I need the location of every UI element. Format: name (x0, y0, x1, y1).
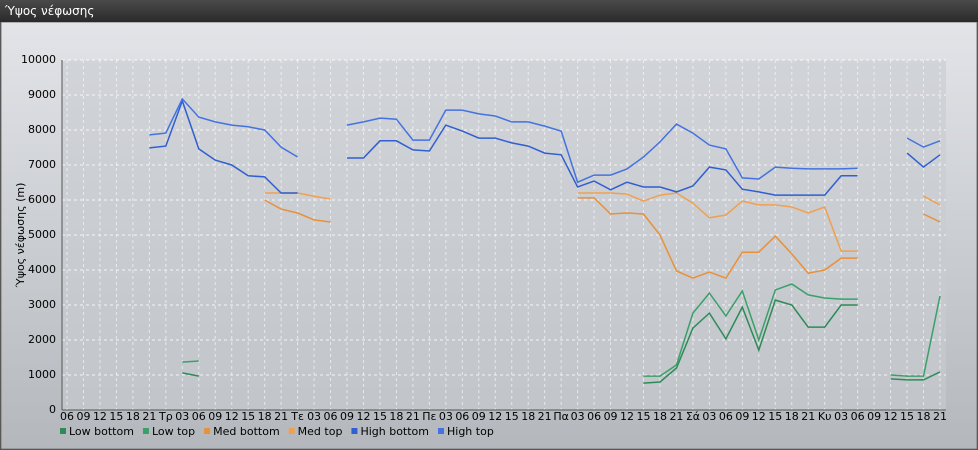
x-tick-label: 21 (406, 410, 420, 423)
x-tick-label: 18 (917, 410, 931, 423)
y-tick-label: 6000 (28, 193, 56, 206)
x-tick-label: Σά (686, 410, 700, 423)
x-tick-label: 21 (142, 410, 156, 423)
x-tick-label: 15 (505, 410, 519, 423)
x-tick-label: 06 (192, 410, 206, 423)
line (182, 299, 941, 384)
legend-label: Low bottom (69, 425, 134, 438)
x-tick-label: 06 (60, 410, 74, 423)
y-tick-label: 1000 (28, 368, 56, 381)
title-bar: Ύψος νέφωσης (0, 0, 978, 22)
legend-swatch (351, 428, 358, 434)
y-tick-label: 5000 (28, 228, 56, 241)
x-tick-label: 12 (884, 410, 898, 423)
line (149, 98, 941, 196)
legend-label: High bottom (360, 425, 429, 438)
x-tick-label: 18 (785, 410, 799, 423)
x-tick-label: 21 (933, 410, 947, 423)
x-tick-label: 12 (488, 410, 502, 423)
x-tick-label: 12 (752, 410, 766, 423)
x-tick-label: 09 (604, 410, 618, 423)
x-tick-label: 03 (834, 410, 848, 423)
y-tick-label: 2000 (28, 333, 56, 346)
legend-swatch (204, 428, 211, 434)
x-tick-label: 18 (389, 410, 403, 423)
line (149, 97, 941, 184)
x-tick-label: 15 (900, 410, 914, 423)
line (182, 283, 941, 377)
x-tick-label: 15 (373, 410, 387, 423)
x-tick-label: 06 (719, 410, 733, 423)
x-tick-label: 09 (867, 410, 881, 423)
legend-label: Med top (298, 425, 343, 438)
x-tick-label: 09 (340, 410, 354, 423)
x-tick-label: 09 (208, 410, 222, 423)
y-tick-label: 9000 (28, 88, 56, 101)
legend-label: High top (447, 425, 494, 438)
x-tick-label: 03 (571, 410, 585, 423)
x-tick-label: 06 (851, 410, 865, 423)
x-tick-label: 06 (455, 410, 469, 423)
x-tick-label: 03 (307, 410, 321, 423)
x-tick-label: 18 (653, 410, 667, 423)
chart: Ύψος νέφωσης (m) 0 1000 2000 3000 4000 5000 60… (0, 22, 978, 450)
x-tick-label: 12 (620, 410, 634, 423)
x-tick-label: 18 (258, 410, 272, 423)
y-tick-label: 3000 (28, 298, 56, 311)
x-tick-label: Πε (422, 410, 436, 423)
x-tick-label: 15 (241, 410, 255, 423)
x-tick-label: 15 (768, 410, 782, 423)
x-tick-label: 03 (702, 410, 716, 423)
x-tick-label: Κυ (818, 410, 832, 423)
x-tick-label: 21 (669, 410, 683, 423)
y-tick-label: 10000 (21, 53, 56, 66)
x-tick-label: Τρ (158, 410, 173, 423)
line (264, 197, 941, 280)
x-tick-label: 12 (356, 410, 370, 423)
x-tick-label: 12 (93, 410, 107, 423)
x-tick-label: Πα (553, 410, 569, 423)
y-tick-label: 7000 (28, 158, 56, 171)
x-tick-label: 15 (637, 410, 651, 423)
legend-swatch (438, 428, 444, 434)
x-tick-label: 18 (521, 410, 535, 423)
y-tick-label: 0 (49, 403, 56, 416)
x-tick-label: 15 (109, 410, 123, 423)
x-tick-label: 03 (175, 410, 189, 423)
y-tick-label: 8000 (28, 123, 56, 136)
legend-label: Med bottom (213, 425, 280, 438)
y-axis-label: Ύψος νέφωσης (m) (14, 183, 27, 289)
x-tick-label: 06 (587, 410, 601, 423)
x-tick-label: 12 (225, 410, 239, 423)
x-tick-label: 06 (324, 410, 338, 423)
x-tick-label: 09 (735, 410, 749, 423)
x-tick-label: 21 (538, 410, 552, 423)
x-tick-label: 09 (76, 410, 90, 423)
x-tick-label: 03 (439, 410, 453, 423)
x-tick-label: 21 (801, 410, 815, 423)
x-tick-label: 18 (126, 410, 140, 423)
y-tick-label: 4000 (28, 263, 56, 276)
x-tick-label: Τε (290, 410, 304, 423)
legend-label: Low top (152, 425, 195, 438)
x-tick-label: 09 (472, 410, 486, 423)
legend-swatch (288, 428, 295, 434)
legend-swatch (60, 428, 66, 434)
legend-swatch (142, 428, 149, 434)
x-tick-label: 21 (274, 410, 288, 423)
